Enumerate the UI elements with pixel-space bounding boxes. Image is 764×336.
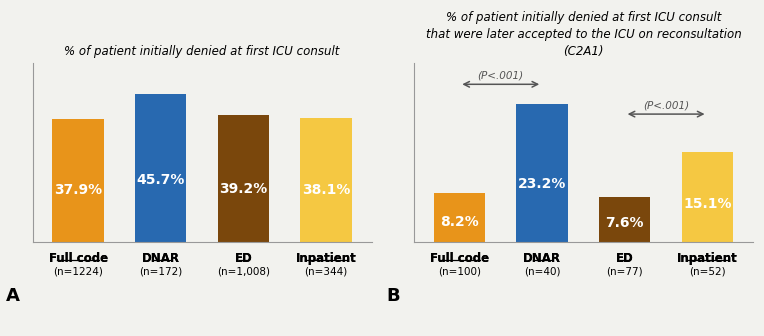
Text: (n=1,008): (n=1,008) xyxy=(217,266,270,276)
Text: 15.1%: 15.1% xyxy=(683,198,732,211)
Text: ED: ED xyxy=(616,252,633,265)
Text: ED: ED xyxy=(616,252,633,265)
Text: (n=77): (n=77) xyxy=(607,266,643,276)
Text: DNAR: DNAR xyxy=(142,252,180,265)
Text: Inpatient: Inpatient xyxy=(296,252,357,265)
Text: Full code: Full code xyxy=(49,252,108,265)
Text: (n=100): (n=100) xyxy=(438,266,481,276)
Bar xyxy=(434,193,485,242)
Bar xyxy=(599,197,650,242)
Text: A: A xyxy=(5,287,19,305)
Bar xyxy=(53,119,104,242)
Text: Full code: Full code xyxy=(430,252,489,265)
Text: (n=40): (n=40) xyxy=(524,266,560,276)
Bar xyxy=(300,118,351,242)
Text: Full code: Full code xyxy=(49,252,108,265)
Text: 38.1%: 38.1% xyxy=(302,183,351,197)
Text: Inpatient: Inpatient xyxy=(677,252,738,265)
Text: 45.7%: 45.7% xyxy=(137,173,185,187)
Bar xyxy=(218,115,269,242)
Bar xyxy=(135,94,186,242)
Text: ED: ED xyxy=(235,252,252,265)
Title: % of patient initially denied at first ICU consult: % of patient initially denied at first I… xyxy=(64,45,340,58)
Text: (n=344): (n=344) xyxy=(305,266,348,276)
Text: Inpatient: Inpatient xyxy=(296,252,357,265)
Text: (P<.001): (P<.001) xyxy=(643,100,689,111)
Text: ED: ED xyxy=(235,252,252,265)
Text: DNAR: DNAR xyxy=(523,252,561,265)
Text: 23.2%: 23.2% xyxy=(518,177,566,191)
Text: 7.6%: 7.6% xyxy=(606,216,644,230)
Text: DNAR: DNAR xyxy=(523,252,561,265)
Text: Inpatient: Inpatient xyxy=(677,252,738,265)
Title: % of patient initially denied at first ICU consult
that were later accepted to t: % of patient initially denied at first I… xyxy=(426,11,741,58)
Text: B: B xyxy=(387,287,400,305)
Text: DNAR: DNAR xyxy=(142,252,180,265)
Bar xyxy=(681,152,733,242)
Bar xyxy=(516,104,568,242)
Text: (P<.001): (P<.001) xyxy=(478,71,524,81)
Text: 37.9%: 37.9% xyxy=(54,183,102,198)
Text: Full code: Full code xyxy=(430,252,489,265)
Text: (n=52): (n=52) xyxy=(689,266,726,276)
Text: 8.2%: 8.2% xyxy=(440,215,479,229)
Text: (n=1224): (n=1224) xyxy=(53,266,103,276)
Text: 39.2%: 39.2% xyxy=(219,182,267,196)
Text: (n=172): (n=172) xyxy=(139,266,183,276)
